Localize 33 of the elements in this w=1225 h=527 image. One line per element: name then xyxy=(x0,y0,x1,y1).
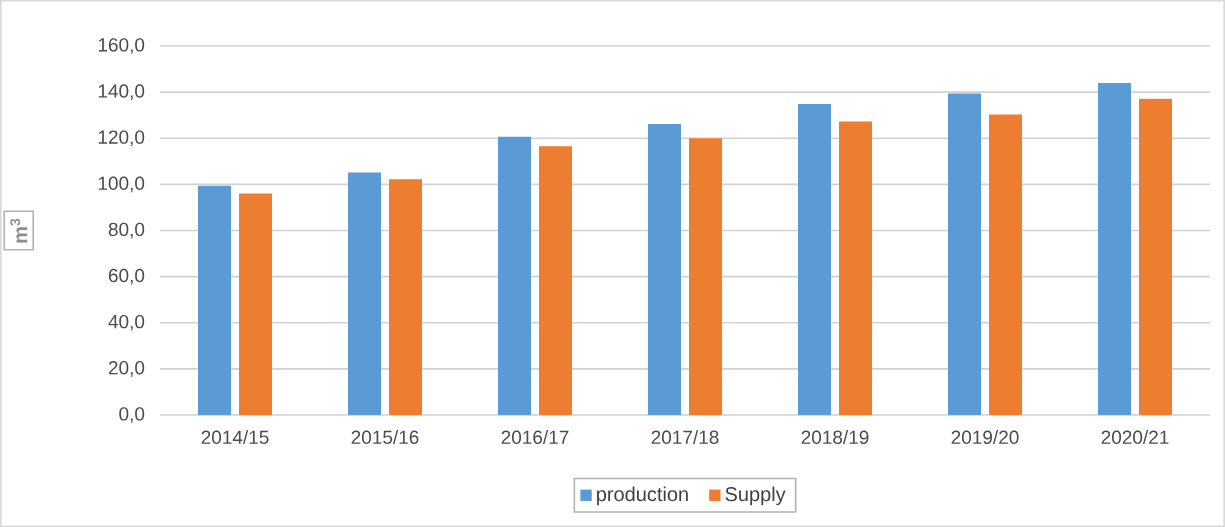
bar xyxy=(689,138,723,415)
bar xyxy=(239,193,273,415)
bar xyxy=(839,121,873,415)
bar xyxy=(1139,98,1172,415)
bar xyxy=(648,123,682,415)
bar xyxy=(989,114,1023,415)
y-tick-label: 0,0 xyxy=(119,407,145,423)
x-tick-label: 2014/15 xyxy=(201,430,269,445)
x-tick-label: 2017/18 xyxy=(651,430,719,445)
y-tick-label: 100,0 xyxy=(98,176,145,193)
y-tick-label: 40,0 xyxy=(108,314,145,331)
bar xyxy=(539,146,573,415)
x-tick-label: 2016/17 xyxy=(501,430,569,445)
legend-label: Supply xyxy=(725,486,786,506)
x-tick-label: 2020/21 xyxy=(1101,430,1169,445)
x-tick-label: 2019/20 xyxy=(951,430,1019,445)
x-tick-label: 2015/16 xyxy=(351,430,419,445)
bar xyxy=(198,185,232,415)
bar xyxy=(498,136,532,415)
y-tick-label: 160,0 xyxy=(98,38,145,54)
y-tick-label: 80,0 xyxy=(108,222,145,239)
legend-label: production xyxy=(597,486,688,506)
bar xyxy=(948,93,981,415)
y-tick-label: 120,0 xyxy=(98,130,145,147)
y-tick-label: 20,0 xyxy=(108,361,145,377)
bar xyxy=(389,179,423,415)
x-tick-label: 2018/19 xyxy=(801,430,869,445)
bar xyxy=(1098,82,1132,415)
y-tick-label: 60,0 xyxy=(108,268,145,285)
bar xyxy=(798,103,832,415)
y-tick-label: 140,0 xyxy=(98,84,145,100)
bar xyxy=(348,172,382,415)
y-axis-title: m$^{3}$ xyxy=(10,218,28,243)
